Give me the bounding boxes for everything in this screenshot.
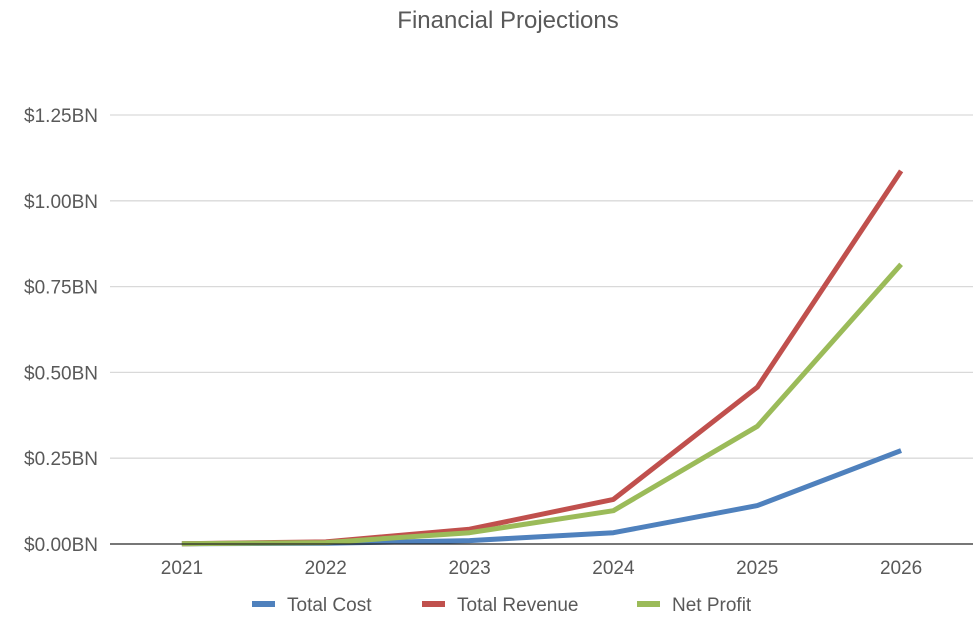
gridlines (110, 114, 973, 459)
x-tick-label: 2021 (161, 558, 203, 579)
y-tick-label: $1.00BN (24, 192, 98, 213)
y-tick-label: $0.50BN (24, 363, 98, 384)
y-tick-label: $0.00BN (24, 535, 98, 556)
series-lines (181, 169, 904, 547)
legend-swatch (252, 601, 275, 607)
x-tick-label: 2024 (592, 558, 635, 579)
y-axis-tick-labels: $0.00BN $0.25BN $0.50BN $0.75BN $1.00BN $1.25… (24, 106, 98, 556)
legend: Total Cost Total Revenue Net Profit (252, 595, 752, 616)
chart-title: Financial Projections (397, 7, 618, 34)
y-tick-label: $0.25BN (24, 449, 98, 470)
x-axis-tick-labels: 2021 2022 2023 2024 2025 2026 (161, 558, 922, 579)
legend-swatch (637, 601, 660, 607)
legend-label: Total Revenue (457, 595, 578, 616)
legend-swatch (422, 601, 445, 607)
x-tick-label: 2023 (448, 558, 490, 579)
x-tick-label: 2022 (305, 558, 347, 579)
legend-label: Total Cost (287, 595, 372, 616)
x-tick-label: 2025 (736, 558, 778, 579)
legend-label: Net Profit (672, 595, 752, 616)
y-tick-label: $1.25BN (24, 106, 98, 127)
series-line-total-cost (181, 448, 902, 547)
y-tick-label: $0.75BN (24, 278, 98, 299)
series-line-net-profit (181, 262, 903, 547)
x-tick-label: 2026 (880, 558, 922, 579)
series-line-total-revenue (181, 169, 904, 547)
